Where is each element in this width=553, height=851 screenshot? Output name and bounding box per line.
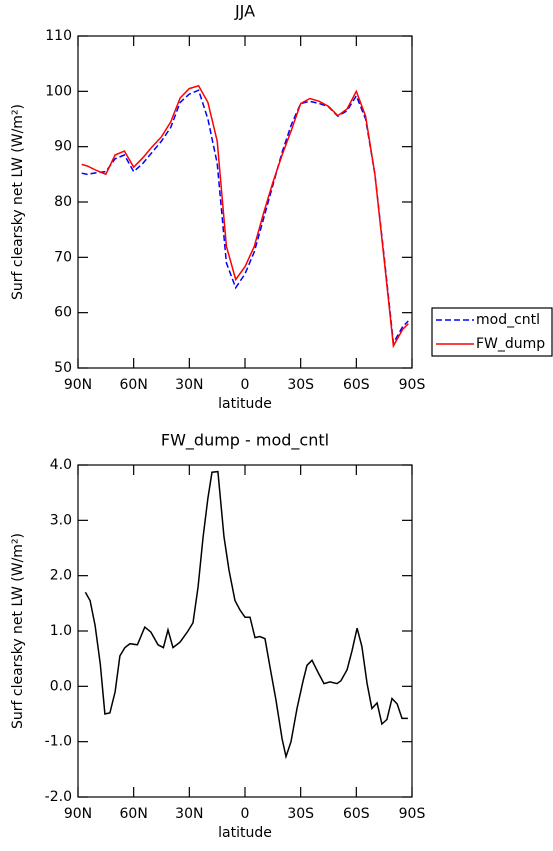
x-tick-label: 60N [120,377,148,393]
plot-frame [77,35,413,369]
y-tick-label: 50 [54,360,72,376]
y-tick-label: 2.0 [50,568,72,584]
x-tick-label: 60N [120,806,148,822]
x-tick-label: 90N [64,377,92,393]
x-tick-label: 0 [241,806,250,822]
y-axis-label: Surf clearsky net LW (W/m²) [10,104,26,300]
y-tick-label: 1.0 [50,623,72,639]
plot-frame [77,464,413,798]
x-tick-label: 0 [241,377,250,393]
legend-label: mod_cntl [476,312,540,328]
x-tick-label: 60S [343,377,370,393]
y-tick-label: 90 [54,139,72,155]
x-tick-label: 30S [287,806,314,822]
y-tick-label: -2.0 [45,789,72,805]
x-axis-label: latitude [218,825,272,841]
y-tick-label: 110 [45,28,72,44]
data-line [84,470,408,760]
y-tick-label: 100 [45,83,72,99]
legend-box [431,307,553,357]
x-tick-label: 60S [343,806,370,822]
y-tick-label: -1.0 [45,734,72,750]
chart-title: JJA [234,2,255,21]
y-tick-label: 80 [54,194,72,210]
y-tick-label: 3.0 [50,512,72,528]
x-tick-label: 90N [64,806,92,822]
y-tick-label: 60 [54,305,72,321]
data-line [81,84,409,349]
x-tick-label: 30N [175,806,203,822]
y-tick-label: 0.0 [50,678,72,694]
x-tick-label: 30N [175,377,203,393]
y-tick-label: 4.0 [50,457,72,473]
y-tick-label: 70 [54,249,72,265]
x-axis-label: latitude [218,396,272,412]
y-axis-label: Surf clearsky net LW (W/m²) [10,533,26,729]
x-tick-label: 30S [287,377,314,393]
x-tick-label: 90S [399,377,426,393]
chart-title: FW_dump - mod_cntl [161,431,329,451]
legend-label: FW_dump [476,336,545,352]
x-tick-label: 90S [399,806,426,822]
data-line [81,89,409,346]
